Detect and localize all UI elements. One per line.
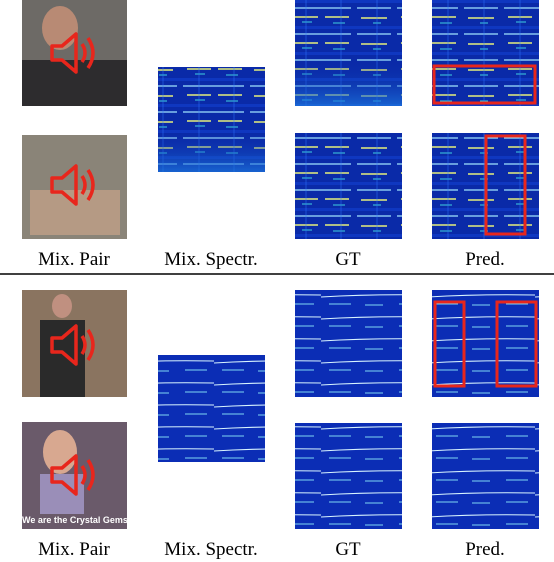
column-label: Mix. Spectr. bbox=[164, 539, 257, 560]
highlight-box bbox=[433, 300, 466, 388]
mix-spectrogram bbox=[158, 355, 265, 462]
column-label: GT bbox=[335, 249, 361, 270]
video-frame-detail bbox=[52, 294, 72, 318]
video-caption: We are the Crystal Gems bbox=[22, 515, 128, 525]
video-frame-detail bbox=[40, 320, 85, 397]
column-label: Mix. Pair bbox=[38, 539, 110, 560]
column-label: Mix. Pair bbox=[38, 249, 110, 270]
highlight-box bbox=[484, 134, 527, 236]
gt-spectrogram bbox=[295, 423, 402, 529]
highlight-box bbox=[432, 64, 537, 105]
column-label: Mix. Spectr. bbox=[164, 249, 257, 270]
mix-spectrogram-detail bbox=[158, 130, 265, 172]
pred-spectrogram bbox=[432, 290, 539, 397]
gt-spectrogram bbox=[295, 290, 402, 397]
gt-spectrogram bbox=[295, 133, 402, 239]
column-label: Pred. bbox=[465, 539, 505, 560]
column-label: Pred. bbox=[465, 249, 505, 270]
highlight-box bbox=[495, 300, 538, 388]
video-frame-detail bbox=[42, 6, 78, 50]
gt-spectrogram-detail bbox=[295, 60, 402, 106]
column-label: GT bbox=[335, 539, 361, 560]
pred-spectrogram bbox=[432, 0, 539, 106]
pred-spectrogram bbox=[432, 423, 539, 529]
